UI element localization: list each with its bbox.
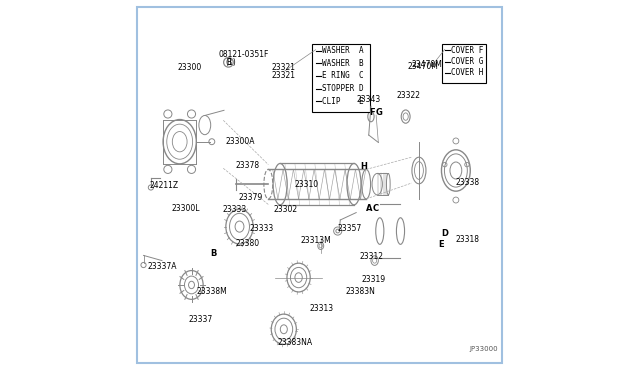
Text: 23338M: 23338M [196,287,227,296]
Text: WASHER  B: WASHER B [322,59,364,68]
Text: (1): (1) [226,58,237,67]
Text: 23318: 23318 [456,235,480,244]
Text: JP33000: JP33000 [470,346,498,352]
FancyBboxPatch shape [137,7,502,363]
Text: 23383N: 23383N [345,287,375,296]
Text: H: H [360,162,367,171]
Text: 23470M: 23470M [408,61,439,71]
Text: 23383NA: 23383NA [278,339,313,347]
FancyBboxPatch shape [442,44,486,83]
Text: 23379: 23379 [238,193,262,202]
Text: 23312: 23312 [360,252,384,262]
Text: 08121-0351F: 08121-0351F [218,51,269,60]
Text: E RING  C: E RING C [322,71,364,80]
Text: 23313: 23313 [310,304,334,313]
Text: CLIP    E: CLIP E [322,97,364,106]
Text: E: E [438,240,444,249]
Text: COVER H: COVER H [451,68,483,77]
Text: 23337A: 23337A [147,262,177,271]
Text: STOPPER D: STOPPER D [322,84,364,93]
Text: 23313M: 23313M [301,236,332,245]
Text: 23322: 23322 [397,91,420,100]
Text: 23302: 23302 [274,205,298,215]
Text: 23338: 23338 [456,178,480,187]
Text: 23470M: 23470M [412,60,442,69]
Text: 23337: 23337 [189,315,213,324]
Text: 23300L: 23300L [172,203,200,213]
Text: 23319: 23319 [362,275,385,283]
Text: 23321: 23321 [271,63,295,72]
Text: G: G [376,108,383,118]
Text: 24211Z: 24211Z [149,182,179,190]
Text: D: D [442,229,448,238]
Text: COVER G: COVER G [451,57,483,66]
Text: 23333: 23333 [250,224,274,233]
Text: 23343: 23343 [356,95,380,104]
Text: 23333: 23333 [222,205,246,215]
Text: 23310: 23310 [294,180,318,189]
Text: 23300A: 23300A [226,137,255,146]
Text: COVER F: COVER F [451,46,483,55]
Text: B: B [226,58,231,67]
Text: 23300: 23300 [178,63,202,72]
FancyBboxPatch shape [312,44,370,112]
Text: 23380: 23380 [236,239,260,248]
Text: C: C [373,204,379,214]
Text: 23357: 23357 [338,224,362,233]
Text: 23321: 23321 [271,71,295,80]
Text: 23378: 23378 [236,161,260,170]
Text: A: A [365,204,372,214]
Text: B: B [211,249,217,258]
Text: F: F [369,108,374,118]
Text: WASHER  A: WASHER A [322,46,364,55]
